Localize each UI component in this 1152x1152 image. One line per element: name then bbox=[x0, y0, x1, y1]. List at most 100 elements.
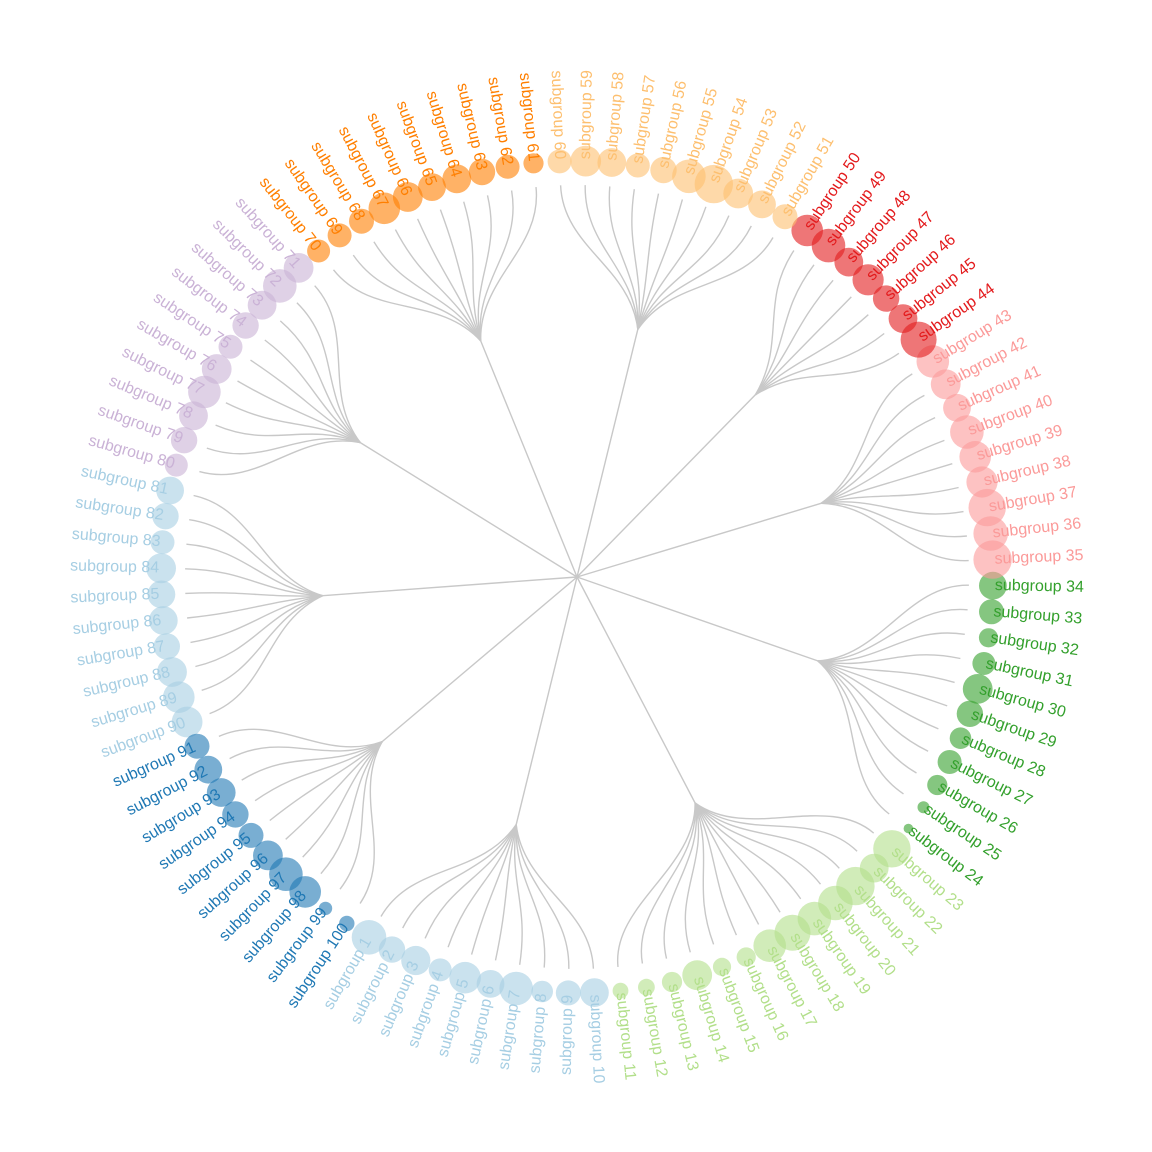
leaf-node-subgroup_45[interactable] bbox=[888, 304, 918, 333]
leaf-node-subgroup_52[interactable] bbox=[748, 190, 776, 219]
leaf-node-subgroup_41[interactable] bbox=[943, 393, 971, 422]
leaf-node-subgroup_99[interactable] bbox=[318, 901, 333, 916]
leaf-node-subgroup_77[interactable] bbox=[188, 375, 221, 409]
leaf-node-subgroup_8[interactable] bbox=[531, 980, 553, 1003]
leaf-node-subgroup_90[interactable] bbox=[171, 706, 203, 738]
leaf-node-subgroup_1[interactable] bbox=[351, 920, 387, 955]
edge-subgroup_20 bbox=[694, 802, 822, 885]
leaf-node-subgroup_14[interactable] bbox=[682, 960, 713, 991]
leaf-node-subgroup_23[interactable] bbox=[873, 830, 911, 868]
leaf-node-subgroup_50[interactable] bbox=[791, 214, 823, 247]
leaf-node-subgroup_98[interactable] bbox=[289, 876, 322, 908]
edge-subgroup_2 bbox=[402, 824, 517, 929]
leaf-node-subgroup_3[interactable] bbox=[401, 945, 431, 976]
leaf-node-subgroup_40[interactable] bbox=[950, 415, 984, 449]
leaf-node-subgroup_25[interactable] bbox=[917, 801, 930, 814]
edge-subgroup_78 bbox=[215, 424, 361, 444]
leaf-node-subgroup_9[interactable] bbox=[555, 980, 581, 1006]
edge-subgroup_39 bbox=[820, 463, 953, 504]
leaf-node-subgroup_7[interactable] bbox=[499, 971, 533, 1006]
leaf-node-subgroup_35[interactable] bbox=[973, 540, 1012, 579]
leaf-node-subgroup_47[interactable] bbox=[852, 264, 884, 296]
leaf-node-subgroup_83[interactable] bbox=[150, 530, 175, 555]
leaf-node-subgroup_31[interactable] bbox=[972, 652, 996, 675]
leaf-node-subgroup_33[interactable] bbox=[979, 599, 1004, 625]
leaf-node-subgroup_92[interactable] bbox=[194, 755, 223, 784]
leaf-node-subgroup_100[interactable] bbox=[339, 915, 355, 932]
leaf-node-subgroup_64[interactable] bbox=[442, 164, 472, 194]
leaf-node-subgroup_69[interactable] bbox=[327, 223, 352, 248]
leaf-node-subgroup_95[interactable] bbox=[238, 822, 264, 848]
leaf-node-subgroup_37[interactable] bbox=[968, 488, 1006, 527]
edge-subgroup_98 bbox=[320, 741, 383, 875]
leaf-node-subgroup_85[interactable] bbox=[147, 580, 176, 609]
leaf-node-subgroup_60[interactable] bbox=[547, 149, 572, 174]
leaf-node-subgroup_39[interactable] bbox=[959, 441, 991, 473]
leaf-node-subgroup_11[interactable] bbox=[612, 982, 629, 999]
leaf-node-subgroup_58[interactable] bbox=[597, 148, 627, 177]
leaf-node-subgroup_32[interactable] bbox=[978, 628, 999, 648]
leaf-node-subgroup_87[interactable] bbox=[153, 633, 180, 660]
edge-subgroup_32 bbox=[817, 632, 965, 663]
leaf-node-subgroup_15[interactable] bbox=[712, 957, 732, 977]
edge-subgroup_38 bbox=[820, 486, 959, 504]
leaf-node-subgroup_75[interactable] bbox=[218, 334, 243, 359]
leaf-node-subgroup_55[interactable] bbox=[672, 159, 706, 194]
leaf-node-subgroup_26[interactable] bbox=[927, 774, 948, 796]
leaf-node-subgroup_82[interactable] bbox=[152, 503, 179, 530]
leaf-node-subgroup_13[interactable] bbox=[661, 971, 683, 993]
leaf-node-subgroup_24[interactable] bbox=[903, 823, 914, 834]
leaf-node-subgroup_80[interactable] bbox=[164, 453, 188, 477]
edge-subgroup_67 bbox=[394, 229, 482, 342]
leaf-node-subgroup_81[interactable] bbox=[156, 476, 185, 505]
edge-subgroup_21 bbox=[694, 802, 840, 869]
edge-subgroup_26 bbox=[817, 660, 917, 774]
leaf-node-subgroup_28[interactable] bbox=[949, 727, 972, 749]
leaf-node-subgroup_73[interactable] bbox=[247, 290, 277, 320]
edge-subgroup_51 bbox=[637, 237, 774, 330]
leaf-node-subgroup_94[interactable] bbox=[222, 801, 249, 828]
leaf-node-subgroup_63[interactable] bbox=[468, 158, 496, 186]
leaf-node-subgroup_5[interactable] bbox=[449, 961, 481, 994]
leaf-node-subgroup_89[interactable] bbox=[163, 681, 195, 713]
leaf-node-subgroup_12[interactable] bbox=[638, 978, 655, 996]
leaf-node-subgroup_2[interactable] bbox=[378, 936, 406, 963]
edge-subgroup_24 bbox=[817, 660, 890, 815]
edge-subgroup_3 bbox=[424, 824, 517, 939]
edge-subgroup_37 bbox=[821, 501, 964, 515]
leaf-node-subgroup_4[interactable] bbox=[428, 958, 452, 982]
leaf-node-subgroup_74[interactable] bbox=[232, 312, 259, 339]
leaf-node-subgroup_65[interactable] bbox=[418, 173, 446, 202]
leaf-node-subgroup_56[interactable] bbox=[650, 156, 677, 184]
leaf-node-subgroup_78[interactable] bbox=[179, 401, 208, 431]
leaf-node-subgroup_88[interactable] bbox=[157, 657, 187, 687]
edge-subgroup_16 bbox=[694, 802, 738, 936]
leaf-node-subgroup_67[interactable] bbox=[368, 192, 401, 225]
leaf-node-subgroup_51[interactable] bbox=[772, 204, 798, 230]
leaf-node-subgroup_70[interactable] bbox=[307, 239, 331, 263]
leaf-node-subgroup_61[interactable] bbox=[523, 153, 544, 174]
leaf-node-subgroup_79[interactable] bbox=[170, 427, 198, 454]
leaf-node-subgroup_16[interactable] bbox=[736, 947, 756, 967]
leaf-node-subgroup_93[interactable] bbox=[206, 778, 236, 807]
leaf-node-subgroup_46[interactable] bbox=[872, 285, 900, 312]
leaf-node-subgroup_91[interactable] bbox=[184, 733, 210, 759]
leaf-node-subgroup_6[interactable] bbox=[476, 970, 505, 998]
leaf-node-subgroup_27[interactable] bbox=[937, 750, 962, 774]
leaf-node-subgroup_10[interactable] bbox=[580, 978, 609, 1007]
edge-subgroup_35 bbox=[821, 502, 969, 562]
edge-subgroup_63 bbox=[477, 195, 492, 342]
leaf-node-subgroup_57[interactable] bbox=[625, 153, 650, 178]
leaf-node-subgroup_68[interactable] bbox=[349, 208, 374, 234]
leaf-node-subgroup_34[interactable] bbox=[979, 571, 1007, 600]
leaf-node-subgroup_84[interactable] bbox=[146, 553, 177, 584]
leaf-node-subgroup_29[interactable] bbox=[956, 700, 984, 727]
leaf-node-subgroup_30[interactable] bbox=[962, 674, 993, 704]
leaf-node-subgroup_62[interactable] bbox=[495, 154, 520, 179]
edge-subgroup_12 bbox=[640, 802, 696, 964]
leaf-node-subgroup_59[interactable] bbox=[570, 145, 602, 177]
leaf-node-subgroup_66[interactable] bbox=[392, 182, 423, 212]
leaf-node-subgroup_86[interactable] bbox=[148, 606, 178, 635]
leaf-node-subgroup_38[interactable] bbox=[966, 466, 998, 498]
